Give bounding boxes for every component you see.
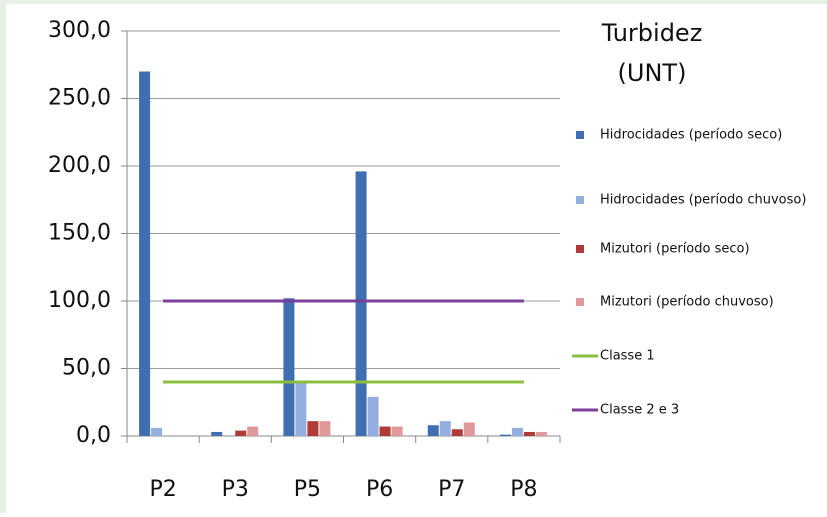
bar (463, 422, 475, 436)
bar (451, 429, 463, 436)
legend-swatch (576, 131, 584, 139)
chart-area (6, 4, 827, 513)
bar (427, 425, 439, 436)
chart-subtitle: (UNT) (618, 59, 687, 87)
y-tick-label: 200,0 (48, 153, 111, 178)
legend-swatch (576, 245, 584, 253)
chart-title: Turbidez (601, 19, 703, 47)
bar (295, 382, 307, 436)
bar (511, 427, 523, 436)
legend-label: Classe 1 (600, 349, 655, 364)
bar (211, 431, 223, 436)
x-tick-label: P7 (438, 477, 465, 502)
x-tick-label: P5 (294, 477, 321, 502)
bar (367, 396, 379, 436)
y-tick-label: 0,0 (76, 423, 111, 448)
legend-swatch (576, 196, 584, 204)
bar (523, 431, 535, 436)
bar (307, 421, 319, 436)
y-tick-label: 300,0 (48, 18, 111, 43)
bar (355, 171, 367, 436)
y-tick-label: 50,0 (62, 356, 111, 381)
legend-label: Classe 2 e 3 (600, 403, 679, 418)
bar (139, 71, 151, 436)
x-tick-label: P6 (366, 477, 393, 502)
bar (391, 426, 403, 436)
bar (151, 427, 163, 436)
bar (535, 431, 547, 436)
y-tick-label: 100,0 (48, 288, 111, 313)
bar (247, 426, 259, 436)
legend-label: Hidrocidades (período chuvoso) (600, 193, 806, 208)
legend-label: Hidrocidades (período seco) (600, 128, 782, 143)
bar (439, 421, 451, 436)
y-tick-label: 250,0 (48, 86, 111, 111)
bar (283, 298, 295, 436)
legend-label: Mizutori (período chuvoso) (600, 295, 774, 310)
bar (319, 421, 331, 436)
bar (379, 426, 391, 436)
x-tick-label: P8 (510, 477, 537, 502)
legend-swatch (576, 298, 584, 306)
x-tick-label: P2 (149, 477, 176, 502)
legend-label: Mizutori (período seco) (600, 242, 750, 257)
bar (235, 430, 247, 436)
x-tick-label: P3 (222, 477, 249, 502)
y-tick-label: 150,0 (48, 221, 111, 246)
bar (499, 434, 511, 436)
